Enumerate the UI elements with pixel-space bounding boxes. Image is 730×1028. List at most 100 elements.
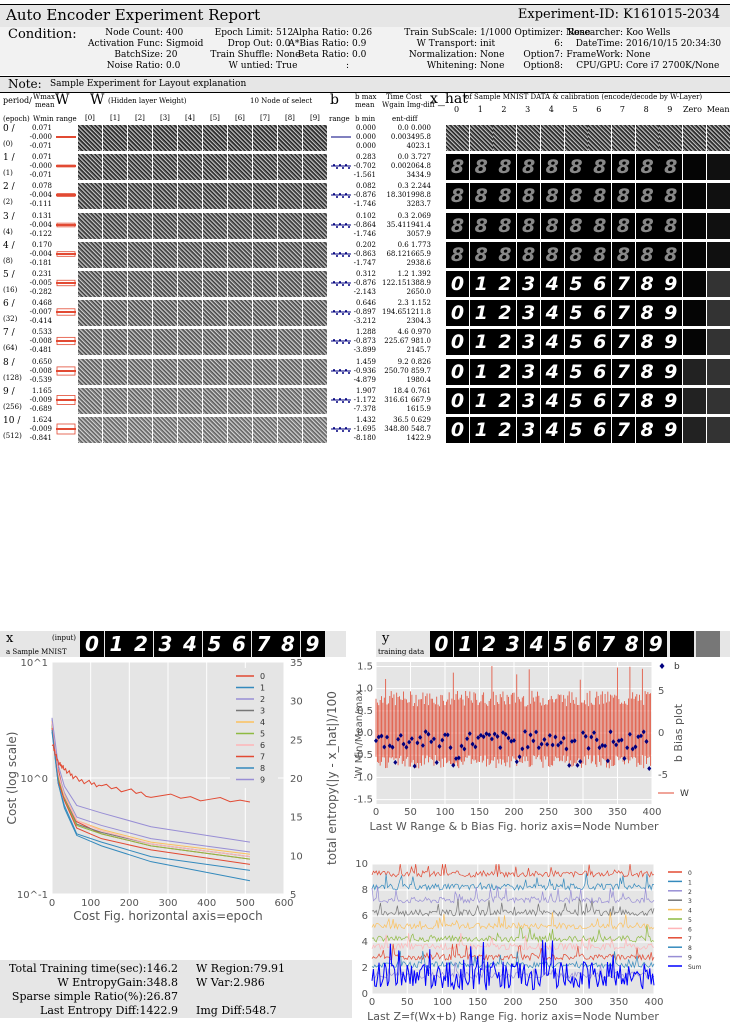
b-point bbox=[465, 736, 470, 742]
condition-key-1-1: Drop Out: bbox=[227, 39, 273, 49]
xhat-digit: 2 bbox=[498, 302, 512, 325]
time-cost-line: 0.6 1.773 bbox=[376, 241, 431, 250]
xhat-digit: 8 bbox=[616, 214, 630, 237]
entdiff-value: 2145.7 bbox=[406, 346, 432, 355]
y-tick: -1.0 bbox=[353, 772, 373, 783]
w-stat: 0.078 bbox=[31, 182, 52, 191]
y2-tick: 0 bbox=[658, 728, 664, 739]
y2-tick: 25 bbox=[290, 735, 303, 746]
train-digit: 9 bbox=[648, 632, 663, 656]
x-col-header: 0 bbox=[454, 105, 460, 114]
xhat-tile: 7 bbox=[611, 358, 635, 385]
weight-tile bbox=[153, 417, 177, 443]
input-digit: 6 bbox=[232, 632, 246, 656]
epoch-value: (4) bbox=[3, 227, 13, 236]
xhat-digit: 8 bbox=[450, 156, 465, 179]
w-col-header: [6] bbox=[235, 114, 245, 122]
bmean-header: mean bbox=[355, 101, 375, 109]
weight-tile bbox=[153, 212, 177, 239]
x-tick: 0 bbox=[373, 807, 379, 818]
weight-tile bbox=[128, 212, 152, 239]
timecost-header: Time Cost bbox=[386, 93, 422, 101]
condition-value-1-2: None bbox=[276, 50, 301, 60]
weight-tile bbox=[228, 125, 252, 151]
time-stats: 0.6 1.773 68.121665.9 2938.6 bbox=[376, 241, 431, 268]
weight-tile bbox=[103, 183, 127, 210]
xhat-sub-header: of Sample MNIST DATA & calibration (enco… bbox=[465, 93, 703, 101]
xhat-tile: 1 bbox=[469, 271, 493, 297]
xhat-digit: 8 bbox=[640, 360, 654, 383]
xhat-tile: 6 bbox=[588, 387, 612, 414]
weight-tile bbox=[178, 125, 202, 151]
xhat-digit: 8 bbox=[593, 185, 607, 208]
xhat-digit: 1 bbox=[474, 273, 488, 295]
w-stat: 0.533 bbox=[31, 328, 52, 337]
b-point bbox=[418, 734, 423, 740]
period-value: 9 / bbox=[3, 386, 15, 397]
b-point bbox=[556, 742, 561, 748]
weight-tile bbox=[153, 183, 177, 210]
weight-tile bbox=[103, 125, 127, 151]
y-tick: -1.5 bbox=[353, 795, 373, 806]
xhat-digit: 8 bbox=[616, 156, 630, 179]
xhat-tile bbox=[588, 125, 612, 151]
w-stat: 0.468 bbox=[31, 299, 52, 308]
b-point bbox=[636, 734, 641, 740]
w-col-header: [9] bbox=[310, 114, 320, 122]
weight-tile bbox=[203, 183, 227, 210]
time-value: 0.3 bbox=[397, 211, 409, 220]
y-tick: 1.0 bbox=[357, 684, 373, 695]
xhat-tile: 9 bbox=[659, 387, 683, 414]
b-stat: -0.936 bbox=[353, 366, 376, 375]
weight-tile bbox=[203, 241, 227, 268]
w-stats: 0.650 -0.008 -0.539 bbox=[22, 358, 52, 385]
xhat-tile bbox=[683, 241, 706, 268]
b-stat: -8.180 bbox=[353, 434, 376, 442]
weight-tile bbox=[228, 212, 252, 239]
xhat-tile: 3 bbox=[517, 417, 541, 443]
w-stats: 0.533 -0.008 -0.481 bbox=[22, 328, 52, 355]
input-digit: 5 bbox=[207, 632, 222, 656]
xhat-tile: 6 bbox=[588, 271, 612, 297]
xhat-tile: 9 bbox=[659, 271, 683, 297]
w-stat: -0.000 bbox=[29, 162, 52, 171]
weight-tile bbox=[178, 329, 202, 356]
xhat-tile: 6 bbox=[588, 358, 612, 385]
epoch-value: (128) bbox=[3, 373, 22, 382]
train-digit-tile: 7 bbox=[596, 631, 620, 657]
xhat-tile bbox=[469, 125, 493, 151]
xhat-tile: 8 bbox=[493, 154, 517, 181]
xhat-tile: 8 bbox=[635, 300, 659, 327]
xhat-tile: 1 bbox=[469, 387, 493, 414]
weight-tile bbox=[203, 329, 227, 356]
xhat-digit: 7 bbox=[616, 419, 630, 441]
b-point bbox=[412, 763, 417, 769]
w-stats: 0.170 -0.004 -0.181 bbox=[22, 241, 52, 268]
xhat-digit: 0 bbox=[450, 389, 465, 412]
b-point bbox=[600, 742, 605, 748]
b-point bbox=[456, 755, 461, 761]
w-stat: -0.122 bbox=[29, 229, 52, 238]
row-period: 1 / (1) bbox=[3, 154, 15, 178]
b-point bbox=[616, 738, 621, 744]
b-stat: 0.102 bbox=[355, 211, 376, 220]
weight-tile bbox=[78, 125, 102, 151]
wgain-value: 348.80 548.7 bbox=[384, 425, 431, 433]
legend-label: 0 bbox=[688, 870, 692, 877]
xhat-tile: 8 bbox=[659, 241, 683, 268]
w-range-glyph bbox=[56, 423, 76, 435]
xhat-tile: 8 bbox=[659, 183, 683, 210]
weight-tile bbox=[178, 358, 202, 385]
b-point bbox=[407, 739, 412, 745]
xhat-digit: 5 bbox=[569, 331, 583, 354]
weight-tile bbox=[253, 241, 277, 268]
x-tick: 400 bbox=[642, 807, 661, 818]
b-stat: -1.561 bbox=[353, 171, 376, 180]
xhat-digit: 0 bbox=[450, 331, 465, 354]
b-stat: 0.202 bbox=[355, 240, 376, 249]
b-point bbox=[638, 733, 643, 739]
weight-tile bbox=[178, 417, 202, 443]
input-digit-tile: 7 bbox=[251, 631, 276, 657]
xhat-tile: 8 bbox=[517, 212, 541, 239]
